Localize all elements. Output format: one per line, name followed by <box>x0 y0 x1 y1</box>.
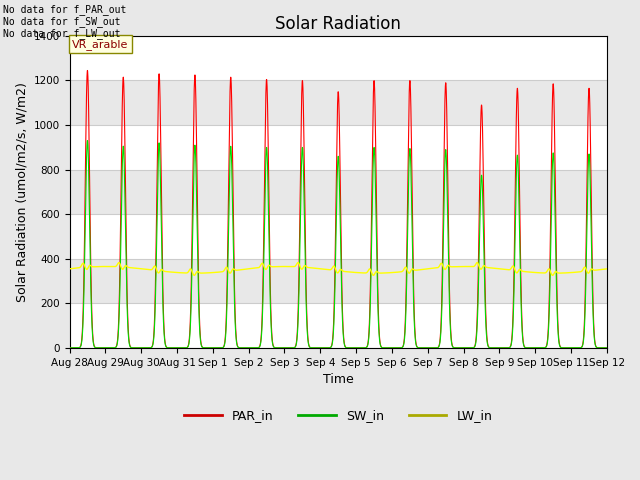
Text: No data for f_PAR_out: No data for f_PAR_out <box>3 4 127 15</box>
Bar <box>70 169 607 214</box>
Bar <box>70 125 607 169</box>
Y-axis label: Solar Radiation (umol/m2/s, W/m2): Solar Radiation (umol/m2/s, W/m2) <box>15 82 28 302</box>
Bar <box>70 81 607 125</box>
Legend: PAR_in, SW_in, LW_in: PAR_in, SW_in, LW_in <box>179 404 497 427</box>
Text: No data for f_SW_out: No data for f_SW_out <box>3 16 121 27</box>
Bar <box>70 259 607 303</box>
Bar <box>70 214 607 259</box>
Bar <box>70 36 607 81</box>
X-axis label: Time: Time <box>323 373 354 386</box>
Text: No data for f_LW_out: No data for f_LW_out <box>3 28 121 39</box>
Text: VR_arable: VR_arable <box>72 39 129 49</box>
Bar <box>70 303 607 348</box>
Title: Solar Radiation: Solar Radiation <box>275 15 401 33</box>
